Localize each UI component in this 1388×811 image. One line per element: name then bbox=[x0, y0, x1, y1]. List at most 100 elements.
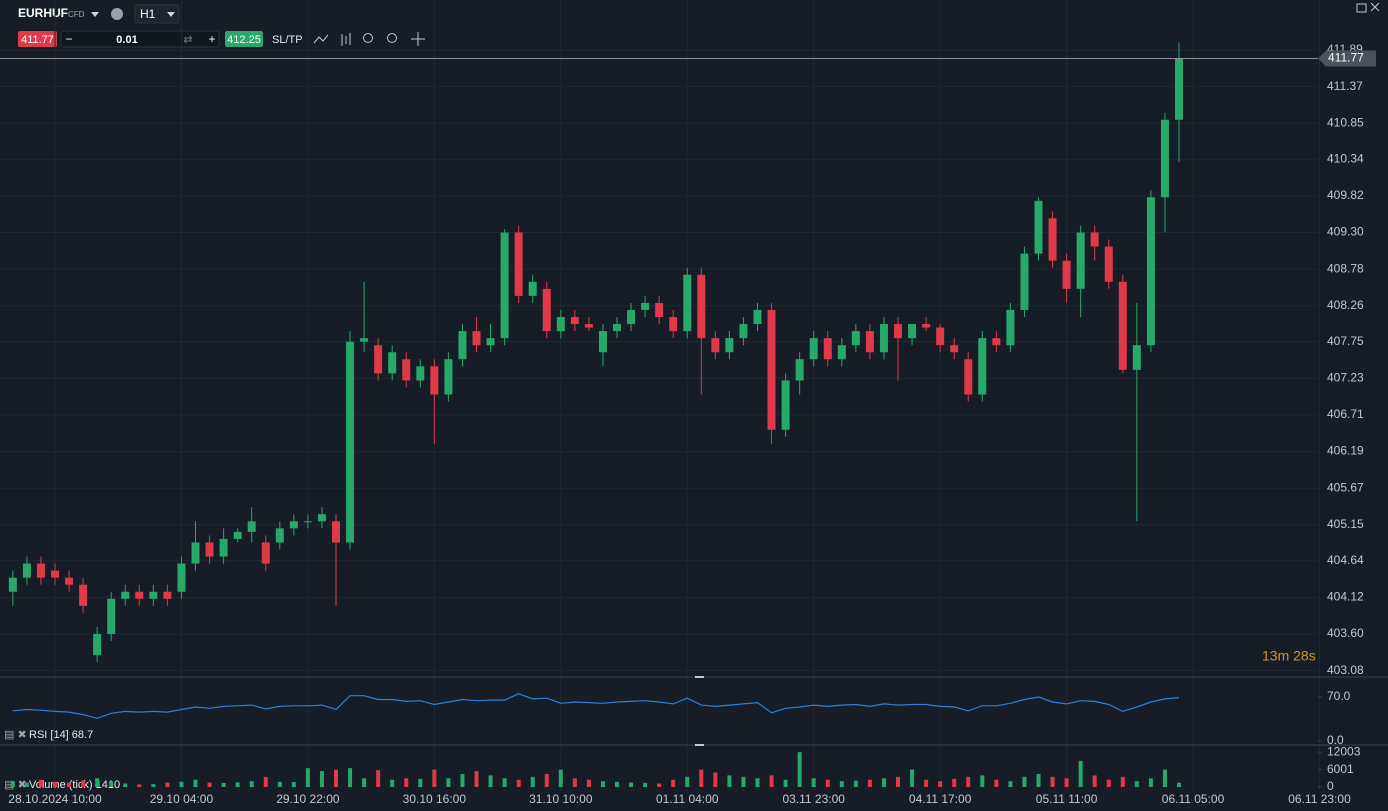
volume-bar bbox=[291, 782, 296, 787]
volume-bar bbox=[334, 769, 338, 787]
candle-body bbox=[1076, 232, 1085, 289]
candle-body bbox=[374, 345, 383, 374]
candle-body bbox=[51, 570, 59, 578]
candle-body bbox=[486, 338, 495, 346]
buy-price[interactable]: 412.25 bbox=[227, 34, 261, 46]
y-tick-label: 406.19 bbox=[1327, 444, 1364, 458]
candle-body bbox=[514, 232, 523, 296]
y-tick-label: 6001 bbox=[1327, 762, 1354, 776]
volume-bar bbox=[446, 778, 451, 787]
candle-body bbox=[275, 528, 284, 543]
x-tick-label: 31.10 10:00 bbox=[529, 792, 593, 806]
volume-bar bbox=[558, 769, 563, 787]
candle-body bbox=[725, 338, 734, 353]
symbol[interactable]: EURHUF bbox=[18, 6, 68, 20]
candle-body bbox=[247, 521, 256, 532]
candle-body bbox=[444, 359, 453, 395]
y-tick-label: 70.0 bbox=[1327, 689, 1351, 703]
candle-body bbox=[1175, 58, 1183, 120]
volume-bar bbox=[179, 781, 184, 787]
candle-body bbox=[219, 538, 228, 557]
sell-price[interactable]: 411.77 bbox=[21, 34, 54, 46]
volume-bar bbox=[376, 770, 381, 787]
candle-body bbox=[1020, 253, 1029, 310]
candle-body bbox=[360, 338, 369, 342]
candle-body bbox=[641, 302, 650, 310]
candle-body bbox=[1146, 197, 1155, 346]
volume-bar bbox=[952, 778, 957, 787]
candle-body bbox=[781, 380, 790, 430]
volume-bar bbox=[109, 781, 114, 787]
zoom-in-icon[interactable] bbox=[387, 33, 397, 43]
volume-bar bbox=[10, 781, 15, 787]
candle-body bbox=[303, 521, 312, 523]
candle-body bbox=[1090, 232, 1099, 247]
candle-body bbox=[598, 331, 607, 353]
volume-bar bbox=[769, 775, 774, 787]
candle-body bbox=[669, 317, 678, 332]
candle-body bbox=[317, 514, 326, 522]
candle-body bbox=[1048, 218, 1057, 261]
volume-bar bbox=[671, 779, 676, 787]
swap-icon[interactable]: ⇄ bbox=[183, 34, 192, 46]
crosshair-icon[interactable] bbox=[411, 32, 425, 46]
x-tick-label: 03.11 23:00 bbox=[782, 792, 845, 806]
volume-bar bbox=[1050, 776, 1055, 787]
volume-bar bbox=[95, 778, 100, 787]
volume-bar bbox=[53, 781, 57, 787]
volume-bar bbox=[881, 778, 886, 787]
timeframe-box[interactable] bbox=[134, 4, 180, 24]
sell-button[interactable] bbox=[18, 31, 57, 47]
candle-body bbox=[177, 563, 186, 592]
buy-button[interactable] bbox=[225, 31, 263, 47]
volume-bar bbox=[1177, 782, 1181, 787]
volume-bar bbox=[1064, 778, 1069, 787]
y-tick-label: 403.08 bbox=[1327, 663, 1364, 677]
y-tick-label: 409.30 bbox=[1327, 225, 1364, 239]
candle-body bbox=[8, 577, 17, 592]
y-tick-label: 404.12 bbox=[1327, 590, 1364, 604]
y-tick-label: 406.71 bbox=[1327, 407, 1364, 421]
candle-body bbox=[163, 591, 172, 599]
lot-value[interactable]: 0.01 bbox=[116, 34, 137, 46]
x-tick-label: 30.10 16:00 bbox=[403, 792, 467, 806]
candle-body bbox=[191, 542, 200, 564]
volume-bar bbox=[249, 781, 254, 787]
window-maximize[interactable] bbox=[1356, 3, 1367, 13]
line-chart-icon[interactable] bbox=[313, 34, 329, 44]
zoom-out-icon[interactable] bbox=[363, 33, 373, 43]
rsi-line bbox=[12, 693, 1180, 719]
symbol-dropdown[interactable] bbox=[91, 12, 99, 17]
volume-bar bbox=[1162, 769, 1167, 787]
volume-icons[interactable]: ▤ ✖ bbox=[4, 779, 27, 791]
minus-button[interactable]: − bbox=[65, 32, 72, 46]
candle-body bbox=[627, 309, 636, 325]
timeframe[interactable]: H1 bbox=[140, 7, 156, 21]
volume-bar bbox=[1022, 776, 1027, 787]
candle-body bbox=[1160, 119, 1169, 198]
candle-icon[interactable] bbox=[341, 33, 351, 46]
info-icon[interactable] bbox=[111, 8, 123, 20]
volume-bar bbox=[390, 779, 395, 787]
volume-bar bbox=[348, 768, 353, 787]
volume-bar bbox=[530, 776, 535, 787]
x-tick-label: 29.10 04:00 bbox=[150, 792, 214, 806]
candle-body bbox=[36, 563, 45, 578]
sltp-button[interactable]: SL/TP bbox=[272, 34, 303, 46]
volume-bar bbox=[629, 782, 634, 787]
y-tick-label: 404.64 bbox=[1327, 553, 1364, 567]
lot-input[interactable] bbox=[60, 30, 220, 48]
y-tick-label: 408.26 bbox=[1327, 298, 1364, 312]
timeframe-dropdown[interactable] bbox=[167, 12, 175, 17]
panel-handle[interactable] bbox=[695, 744, 704, 746]
window-close[interactable] bbox=[1370, 2, 1380, 12]
volume-bar bbox=[825, 779, 830, 787]
volume-bar bbox=[151, 784, 156, 787]
rsi-icons[interactable]: ▤ ✖ bbox=[4, 729, 27, 741]
volume-bar bbox=[235, 782, 240, 787]
plus-button[interactable]: + bbox=[208, 32, 215, 46]
volume-bar bbox=[910, 769, 915, 787]
panel-handle[interactable] bbox=[695, 676, 704, 678]
volume-bar bbox=[699, 769, 704, 787]
